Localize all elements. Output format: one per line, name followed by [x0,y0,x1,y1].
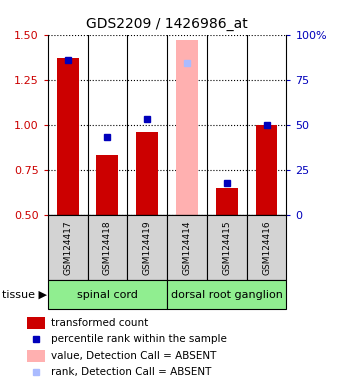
Bar [136,132,158,215]
Bar [48,215,88,280]
Text: GSM124414: GSM124414 [182,220,192,275]
Title: GDS2209 / 1426986_at: GDS2209 / 1426986_at [86,17,248,31]
Bar [127,215,167,280]
Text: spinal cord: spinal cord [77,290,138,300]
Bar [27,350,45,362]
Bar [97,156,118,215]
Bar [167,280,286,309]
Bar [57,58,78,215]
Bar [167,215,207,280]
Text: percentile rank within the sample: percentile rank within the sample [51,334,227,344]
Bar [48,280,167,309]
Text: GSM124419: GSM124419 [143,220,152,275]
Text: tissue ▶: tissue ▶ [2,290,47,300]
Text: rank, Detection Call = ABSENT: rank, Detection Call = ABSENT [51,367,211,377]
Text: GSM124415: GSM124415 [222,220,231,275]
Bar [88,215,127,280]
Text: GSM124416: GSM124416 [262,220,271,275]
Bar [247,215,286,280]
Bar [27,317,45,329]
Text: value, Detection Call = ABSENT: value, Detection Call = ABSENT [51,351,216,361]
Bar [216,188,238,215]
Text: transformed count: transformed count [51,318,148,328]
Bar [207,215,247,280]
Bar [256,125,278,215]
Text: GSM124418: GSM124418 [103,220,112,275]
Text: GSM124417: GSM124417 [63,220,72,275]
Bar [176,40,198,215]
Text: dorsal root ganglion: dorsal root ganglion [171,290,283,300]
